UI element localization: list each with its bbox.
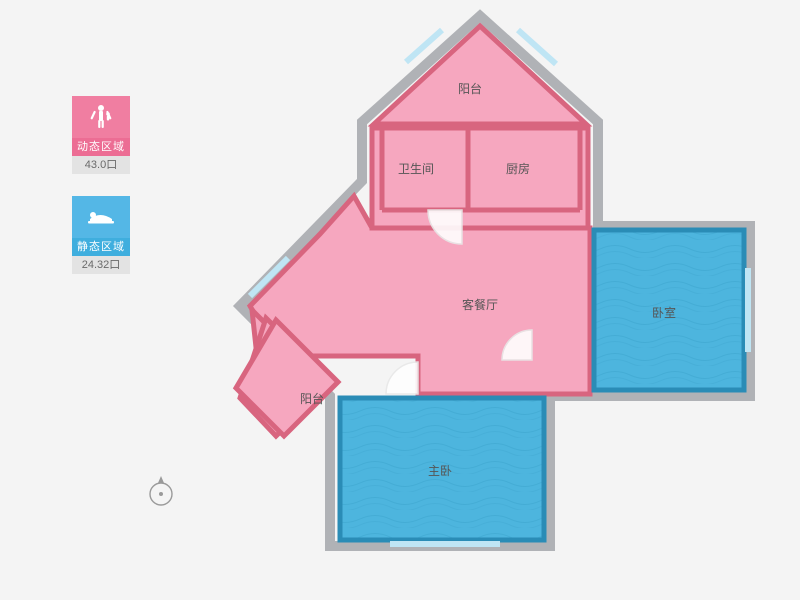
compass-icon — [146, 472, 176, 510]
legend-static-title: 静态区域 — [72, 238, 130, 256]
room-master-bed — [340, 398, 544, 540]
person-sleep-icon — [72, 196, 130, 238]
legend: 动态区域 43.0口 静态区域 24.32口 — [72, 96, 130, 296]
room-bedroom — [594, 230, 744, 390]
legend-dynamic: 动态区域 43.0口 — [72, 96, 130, 174]
legend-static-value: 24.32口 — [72, 256, 130, 274]
legend-static: 静态区域 24.32口 — [72, 196, 130, 274]
room-balcony-top — [374, 26, 586, 124]
legend-dynamic-value: 43.0口 — [72, 156, 130, 174]
floor-plan: 阳台 卫生间 厨房 客餐厅 卧室 主卧 阳台 — [180, 6, 780, 586]
person-arms-up-icon — [72, 96, 130, 138]
room-upper-hall — [372, 128, 588, 228]
legend-dynamic-title: 动态区域 — [72, 138, 130, 156]
